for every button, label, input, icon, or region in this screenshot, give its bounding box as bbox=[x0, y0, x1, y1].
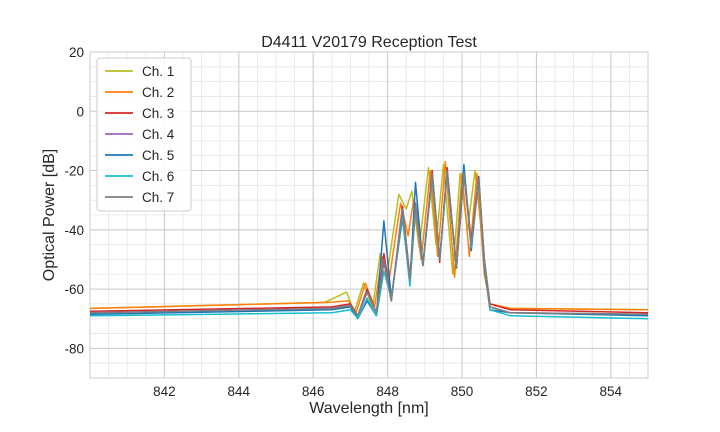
x-tick-label: 850 bbox=[451, 384, 474, 399]
y-tick-label: -80 bbox=[64, 341, 84, 356]
series-layer bbox=[89, 160, 649, 320]
x-tick-label: 846 bbox=[302, 384, 325, 399]
legend-box bbox=[96, 57, 192, 212]
series-line-ch7 bbox=[89, 169, 649, 317]
legend-label: Ch. 3 bbox=[142, 106, 174, 121]
y-tick-label: 0 bbox=[76, 104, 84, 119]
x-tick-label: 852 bbox=[525, 384, 548, 399]
plot-area bbox=[89, 51, 649, 379]
legend-label: Ch. 7 bbox=[142, 190, 174, 205]
chart-title: D4411 V20179 Reception Test bbox=[261, 34, 477, 51]
x-axis-label: Wavelength [nm] bbox=[309, 400, 428, 417]
legend-label: Ch. 5 bbox=[142, 148, 174, 163]
y-tick-label: -20 bbox=[64, 164, 84, 179]
series-line-ch2 bbox=[89, 160, 649, 314]
y-tick-label: 20 bbox=[69, 45, 84, 60]
x-tick-labels: 842 844 846 848 850 852 854 bbox=[153, 384, 622, 399]
legend-label: Ch. 2 bbox=[142, 85, 174, 100]
legend-label: Ch. 4 bbox=[142, 127, 175, 142]
x-tick-label: 848 bbox=[376, 384, 399, 399]
y-tick-label: -40 bbox=[64, 223, 84, 238]
y-axis-label: Optical Power [dB] bbox=[41, 149, 58, 282]
legend: Ch. 1 Ch. 2 Ch. 3 Ch. 4 Ch. 5 Ch. 6 Ch. 7 bbox=[96, 57, 192, 212]
legend-label: Ch. 1 bbox=[142, 64, 174, 79]
x-tick-label: 854 bbox=[600, 384, 623, 399]
legend-label: Ch. 6 bbox=[142, 169, 174, 184]
x-tick-label: 844 bbox=[228, 384, 251, 399]
y-tick-label: -60 bbox=[64, 282, 84, 297]
y-tick-labels: -80 -60 -40 -20 0 20 bbox=[64, 45, 84, 356]
x-tick-label: 842 bbox=[153, 384, 176, 399]
